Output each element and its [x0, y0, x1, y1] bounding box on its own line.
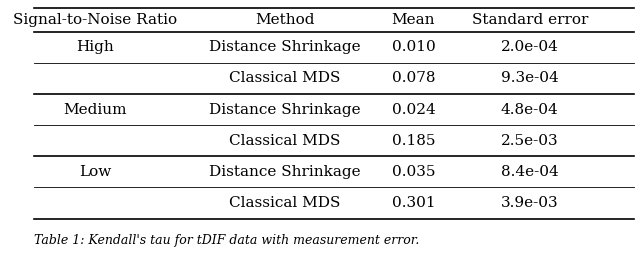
Text: Classical MDS: Classical MDS — [229, 71, 340, 86]
Text: Signal-to-Noise Ratio: Signal-to-Noise Ratio — [13, 13, 177, 27]
Text: Mean: Mean — [392, 13, 435, 27]
Text: 0.024: 0.024 — [392, 102, 435, 117]
Text: 9.3e-04: 9.3e-04 — [501, 71, 559, 86]
Text: 0.185: 0.185 — [392, 134, 435, 148]
Text: 2.0e-04: 2.0e-04 — [501, 40, 559, 54]
Text: 0.035: 0.035 — [392, 165, 435, 179]
Text: 4.8e-04: 4.8e-04 — [501, 102, 559, 117]
Text: 0.301: 0.301 — [392, 196, 435, 210]
Text: Distance Shrinkage: Distance Shrinkage — [209, 165, 360, 179]
Text: 8.4e-04: 8.4e-04 — [501, 165, 559, 179]
Text: 3.9e-03: 3.9e-03 — [501, 196, 559, 210]
Text: Low: Low — [79, 165, 111, 179]
Text: Method: Method — [255, 13, 314, 27]
Text: 0.078: 0.078 — [392, 71, 435, 86]
Text: Distance Shrinkage: Distance Shrinkage — [209, 102, 360, 117]
Text: 0.010: 0.010 — [392, 40, 435, 54]
Text: Medium: Medium — [63, 102, 127, 117]
Text: Classical MDS: Classical MDS — [229, 196, 340, 210]
Text: Table 1: Kendall's tau for tDIF data with measurement error.: Table 1: Kendall's tau for tDIF data wit… — [34, 234, 419, 247]
Text: Standard error: Standard error — [472, 13, 588, 27]
Text: High: High — [76, 40, 114, 54]
Text: Distance Shrinkage: Distance Shrinkage — [209, 40, 360, 54]
Text: 2.5e-03: 2.5e-03 — [501, 134, 559, 148]
Text: Classical MDS: Classical MDS — [229, 134, 340, 148]
